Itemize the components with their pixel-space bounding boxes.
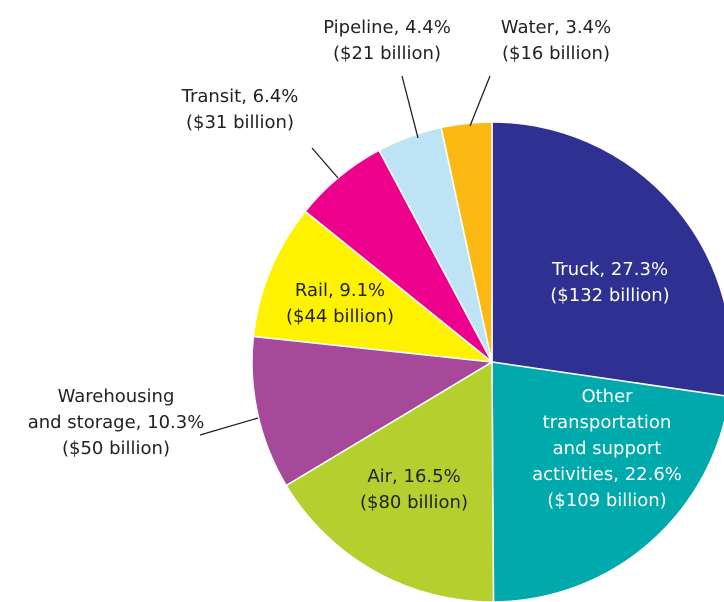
slice-label: Other xyxy=(581,386,633,407)
pie-slice xyxy=(252,210,495,364)
pie-slice xyxy=(440,121,493,363)
slice-label: and support xyxy=(553,438,662,459)
pie-slice xyxy=(285,360,495,602)
slice-label: ($44 billion) xyxy=(286,306,394,327)
slice-label: ($50 billion) xyxy=(62,438,170,459)
slice-label: Air, 16.5% xyxy=(367,466,460,487)
slice-label: Rail, 9.1% xyxy=(295,280,385,301)
slice-label: transportation xyxy=(543,412,672,433)
slice-label: Water, 3.4% xyxy=(501,17,611,38)
slice-label: ($31 billion) xyxy=(186,112,294,133)
slice-label: ($132 billion) xyxy=(550,285,669,306)
leader-line xyxy=(311,147,339,179)
slice-label: and storage, 10.3% xyxy=(28,412,205,433)
slice-label: ($16 billion) xyxy=(502,43,610,64)
slice-label: ($21 billion) xyxy=(333,43,441,64)
slice-label: ($109 billion) xyxy=(547,490,666,511)
slice-label: Transit, 6.4% xyxy=(181,86,299,107)
slice-label: Pipeline, 4.4% xyxy=(323,17,451,38)
slice-label: Warehousing xyxy=(58,386,175,407)
slice-label: ($80 billion) xyxy=(360,492,468,513)
pie-slice xyxy=(491,121,724,397)
pie-slice xyxy=(491,361,724,602)
leader-line xyxy=(469,75,491,127)
slice-label: activities, 22.6% xyxy=(532,464,682,485)
pie-slice xyxy=(251,335,495,487)
slice-label: Truck, 27.3% xyxy=(551,259,668,280)
leader-line xyxy=(199,417,259,436)
leader-line xyxy=(401,75,419,139)
